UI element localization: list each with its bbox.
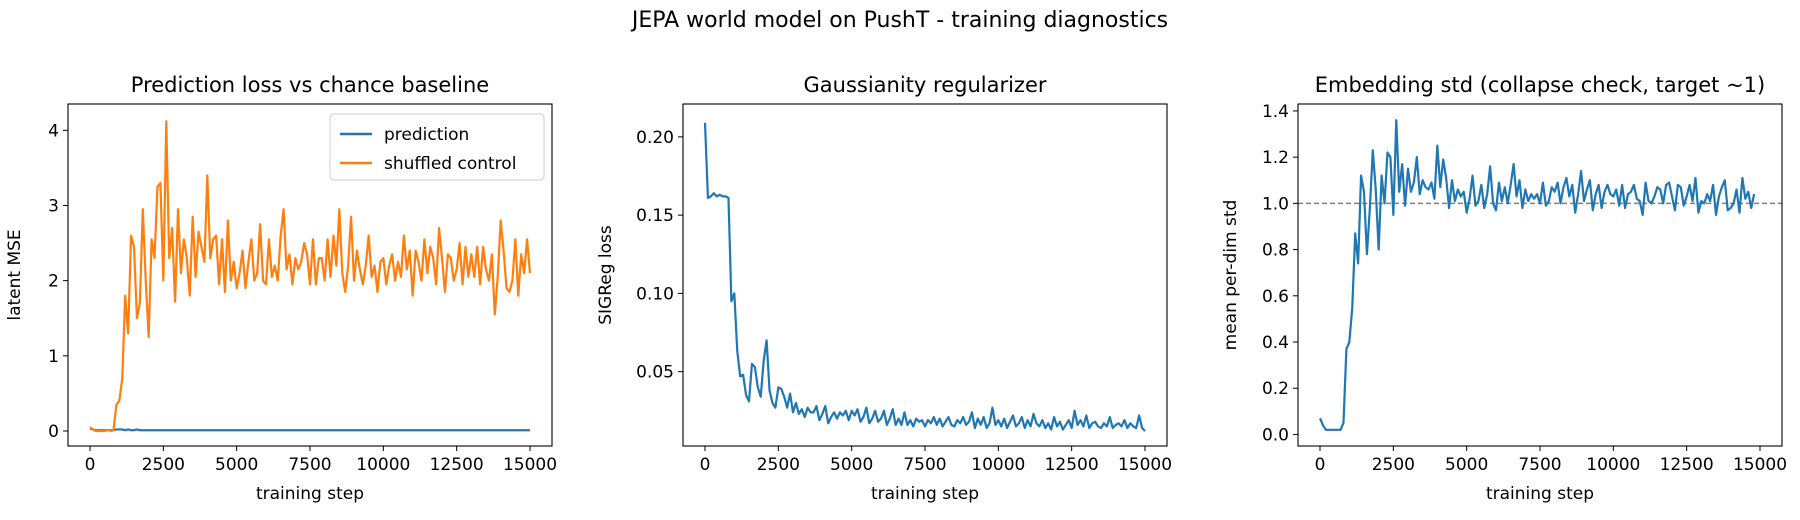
x-tick-label: 12500 <box>1660 455 1714 475</box>
y-tick-label: 0.05 <box>636 363 674 383</box>
legend-box <box>329 113 545 181</box>
chart-panel-3: 0 2500 5000 7500 10000 12500 15000 0.0 0.2 0.4 0.6… <box>1221 73 1787 504</box>
x-tick-label: 10000 <box>356 455 410 475</box>
y-tick-label: 1.4 <box>1262 102 1289 122</box>
x-tick-label: 10000 <box>971 455 1025 475</box>
x-tick-label: 10000 <box>1586 455 1640 475</box>
y-axis-label: latent MSE <box>5 229 25 320</box>
y-tick-label: 1 <box>48 347 59 367</box>
x-tick-label: 2500 <box>142 455 185 475</box>
y-tick-label: 0.20 <box>636 128 674 148</box>
y-tick-label: 3 <box>48 196 59 216</box>
x-tick-label: 5000 <box>215 455 258 475</box>
y-tick-label: 0.10 <box>636 284 674 304</box>
y-tick-label: 0.15 <box>636 206 674 226</box>
x-tick-label: 7500 <box>1518 455 1561 475</box>
x-axis-label: training step <box>871 484 979 504</box>
y-tick-label: 0.2 <box>1262 379 1289 399</box>
x-tick-label: 5000 <box>830 455 873 475</box>
chart-title: Prediction loss vs chance baseline <box>131 73 489 97</box>
series-line-1 <box>703 122 1146 432</box>
legend: prediction shuffled control <box>329 113 545 181</box>
chart-panel-2: 0 2500 5000 7500 10000 12500 15000 0.05 0.10 0.15… <box>596 73 1172 504</box>
x-tick-label: 5000 <box>1445 455 1488 475</box>
y-axis-label: mean per-dim std <box>1221 200 1241 351</box>
axes-frame <box>1297 103 1783 447</box>
chart-panel-1: 0 2500 5000 7500 10000 12500 15000 0 1 2 3 4 Predict… <box>5 73 557 504</box>
x-tick-label: 15000 <box>503 455 557 475</box>
y-tick-label: 0 <box>48 422 59 442</box>
x-tick-label: 15000 <box>1733 455 1787 475</box>
y-axis-label: SIGReg loss <box>596 225 616 325</box>
y-tick-label: 1.0 <box>1262 194 1289 214</box>
x-tick-label: 2500 <box>757 455 800 475</box>
y-tick-label: 2 <box>48 272 59 292</box>
x-axis-label: training step <box>256 484 364 504</box>
x-tick-label: 2500 <box>1372 455 1415 475</box>
x-tick-label: 12500 <box>430 455 484 475</box>
legend-label: shuffled control <box>384 154 516 174</box>
series-line-shuffled-control <box>89 120 532 433</box>
y-tick-label: 0.6 <box>1262 287 1289 307</box>
x-tick-label: 12500 <box>1045 455 1099 475</box>
chart-title: Gaussianity regularizer <box>804 73 1047 97</box>
x-tick-label: 0 <box>1315 455 1326 475</box>
x-axis-label: training step <box>1486 484 1594 504</box>
axes-frame <box>682 103 1168 447</box>
legend-label: prediction <box>384 125 469 145</box>
y-tick-label: 0.8 <box>1262 241 1289 261</box>
y-tick-label: 0.0 <box>1262 425 1289 445</box>
series-line-1 <box>1318 119 1756 431</box>
figure-suptitle: JEPA world model on PushT - training dia… <box>631 8 1169 33</box>
x-tick-label: 7500 <box>903 455 946 475</box>
x-tick-label: 0 <box>700 455 711 475</box>
y-tick-label: 4 <box>48 121 59 141</box>
y-tick-label: 0.4 <box>1262 333 1289 353</box>
x-tick-label: 7500 <box>288 455 331 475</box>
chart-title: Embedding std (collapse check, target ~1… <box>1315 73 1765 97</box>
x-tick-label: 15000 <box>1118 455 1172 475</box>
x-tick-label: 0 <box>85 455 96 475</box>
y-tick-label: 1.2 <box>1262 148 1289 168</box>
series-line-prediction <box>89 427 530 432</box>
